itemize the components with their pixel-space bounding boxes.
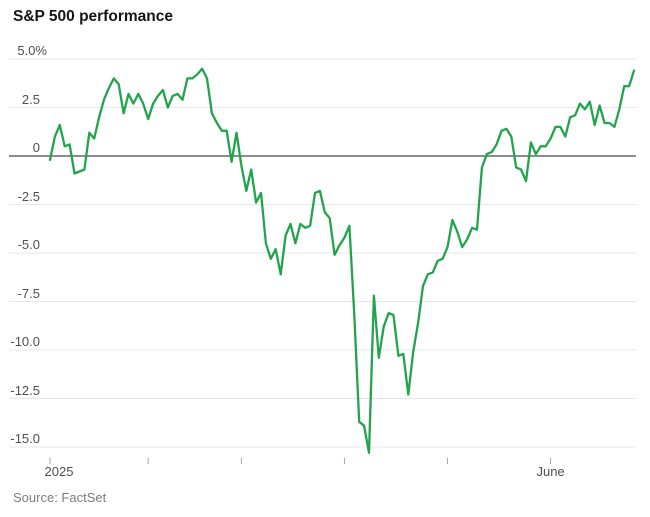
y-tick-label: -7.5 [17,285,40,301]
y-tick-label: -12.5 [10,382,40,398]
line-chart [9,58,636,464]
y-tick-label: -10.0 [10,334,40,349]
y-tick-label: -2.5 [17,188,40,204]
chart-title: S&P 500 performance [13,8,173,25]
y-tick-label: -15.0 [10,431,40,446]
y-tick-label: 2.5 [21,91,40,107]
y-tick-label: 0 [32,140,40,155]
source-note: Source: FactSet [13,490,107,505]
y-tick-label: 5.0% [17,43,47,58]
x-tick-label: 2025 [44,464,74,479]
x-tick-label: June [536,464,565,479]
sp500-series-line [48,67,636,454]
y-tick-label: -5.0 [17,237,40,252]
